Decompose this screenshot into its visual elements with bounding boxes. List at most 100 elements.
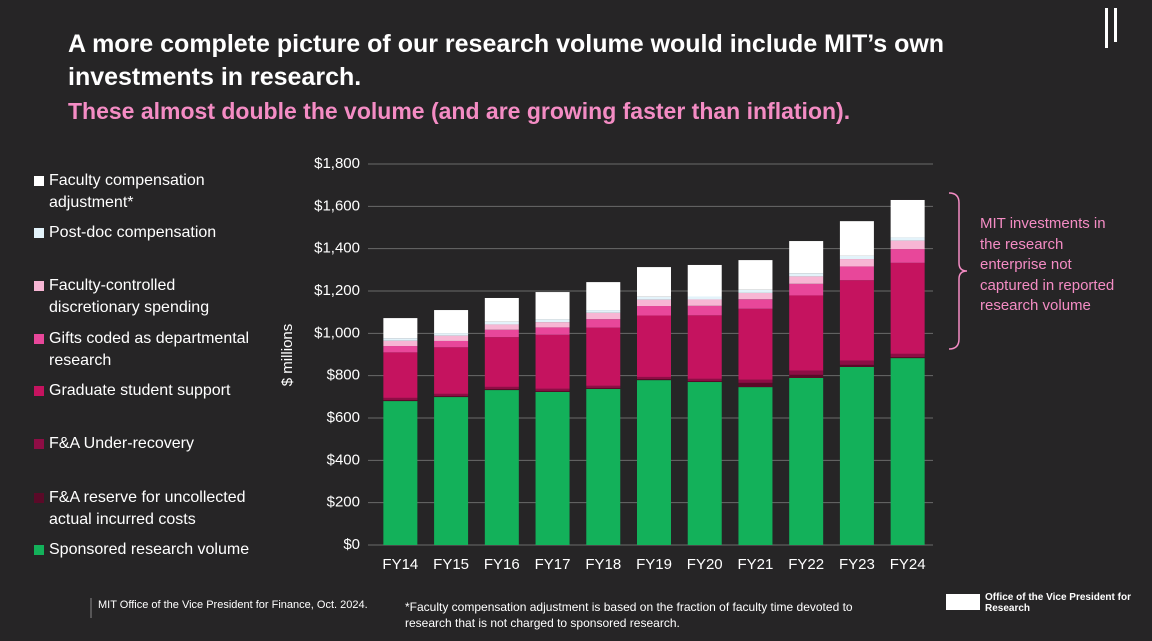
bar-segment bbox=[738, 382, 773, 388]
bar-segment bbox=[586, 310, 621, 313]
bar-segment bbox=[535, 292, 570, 320]
bar-segment bbox=[586, 327, 621, 386]
bar-segment bbox=[839, 255, 874, 260]
title: A more complete picture of our research … bbox=[68, 30, 945, 91]
legend-label: Sponsored research volume bbox=[49, 541, 250, 558]
y-tick-label: $1,000 bbox=[314, 324, 360, 341]
legend-label: F&A reserve for uncollected actual incur… bbox=[49, 489, 246, 528]
legend-item: Faculty compensation adjustment* bbox=[34, 170, 266, 214]
legend-swatch bbox=[34, 334, 44, 344]
legend-label: Graduate student support bbox=[49, 382, 231, 399]
bar-segment bbox=[789, 276, 824, 284]
x-tick-label: FY16 bbox=[484, 556, 520, 573]
bar-segment bbox=[484, 324, 519, 330]
x-tick-label: FY15 bbox=[433, 556, 469, 573]
bar-segment bbox=[687, 380, 722, 383]
bar-segment bbox=[586, 319, 621, 328]
bar-segment bbox=[738, 289, 773, 293]
y-tick-label: $1,400 bbox=[314, 240, 360, 257]
brace bbox=[948, 192, 968, 350]
y-tick-label: $1,200 bbox=[314, 282, 360, 299]
legend-label: Post-doc compensation bbox=[49, 224, 217, 241]
bar-segment bbox=[839, 221, 874, 256]
legend-item: Sponsored research volume bbox=[34, 539, 266, 561]
bar-segment bbox=[434, 393, 469, 396]
legend-item: Graduate student support bbox=[34, 380, 266, 402]
legend-item: Post-doc compensation bbox=[34, 222, 266, 244]
bar-segment bbox=[789, 273, 824, 277]
bar-segment bbox=[890, 357, 925, 359]
bar-segment bbox=[535, 334, 570, 389]
logo-mark bbox=[946, 594, 980, 610]
bar-segment bbox=[484, 390, 519, 545]
legend-swatch bbox=[34, 545, 44, 555]
bar-segment bbox=[890, 262, 925, 354]
bar-segment bbox=[890, 249, 925, 263]
bar-segment bbox=[687, 299, 722, 306]
bar-segment bbox=[434, 397, 469, 545]
bar-segment bbox=[535, 319, 570, 323]
y-tick-label: $800 bbox=[327, 367, 360, 384]
bar-segment bbox=[434, 395, 469, 398]
bar-segment bbox=[637, 299, 671, 307]
bar-segment bbox=[484, 321, 519, 325]
bar-segment bbox=[535, 327, 570, 335]
bar-segment bbox=[434, 335, 469, 341]
legend-swatch bbox=[34, 228, 44, 238]
bar-segment bbox=[738, 308, 773, 380]
x-tick-label: FY17 bbox=[535, 556, 571, 573]
bar-segment bbox=[890, 358, 925, 545]
y-tick-label: $400 bbox=[327, 451, 360, 468]
bar-segment bbox=[484, 389, 519, 391]
bar-segment bbox=[839, 266, 874, 281]
bar-segment bbox=[687, 382, 722, 545]
legend-item: Faculty-controlled discretionary spendin… bbox=[34, 275, 266, 319]
bar-segment bbox=[687, 315, 722, 379]
legend-swatch bbox=[34, 439, 44, 449]
bar-segment bbox=[383, 318, 418, 339]
bar-segment bbox=[383, 397, 418, 401]
bar-segment bbox=[789, 374, 824, 378]
legend-item: F&A Under-recovery bbox=[34, 433, 266, 455]
bar-segment bbox=[839, 360, 874, 365]
x-tick-label: FY19 bbox=[636, 556, 672, 573]
bar-segment bbox=[535, 388, 570, 391]
y-tick-label: $600 bbox=[327, 409, 360, 426]
bar-segment bbox=[738, 379, 773, 383]
source: MIT Office of the Vice President for Fin… bbox=[98, 599, 368, 611]
bar-segment bbox=[434, 333, 469, 336]
bar-segment bbox=[890, 237, 925, 241]
bar-segment bbox=[434, 340, 469, 348]
bar-segment bbox=[839, 259, 874, 267]
annotation: MIT investments in the research enterpri… bbox=[980, 215, 1115, 314]
bar-segment bbox=[738, 387, 773, 545]
subtitle: These almost double the volume (and are … bbox=[68, 98, 851, 124]
x-tick-label: FY23 bbox=[839, 556, 875, 573]
legend-item: Gifts coded as departmental research bbox=[34, 328, 266, 372]
bar-segment bbox=[484, 297, 519, 322]
bar-segment bbox=[535, 390, 570, 392]
bar-segment bbox=[383, 340, 418, 347]
legend-swatch bbox=[34, 281, 44, 291]
x-tick-label: FY21 bbox=[738, 556, 774, 573]
bar-segment bbox=[637, 380, 671, 545]
bar-segment bbox=[637, 306, 671, 316]
legend-item: F&A reserve for uncollected actual incur… bbox=[34, 487, 266, 531]
bar-segment bbox=[586, 282, 621, 311]
legend-label: Gifts coded as departmental research bbox=[49, 330, 250, 369]
logo-bar bbox=[1105, 8, 1108, 48]
bar-segment bbox=[839, 364, 874, 367]
bar-segment bbox=[383, 338, 418, 341]
x-tick-label: FY22 bbox=[788, 556, 824, 573]
bar-segment bbox=[586, 389, 621, 545]
bar-segment bbox=[789, 377, 824, 545]
x-tick-label: FY20 bbox=[687, 556, 723, 573]
bar-segment bbox=[687, 264, 722, 297]
x-tick-label: FY14 bbox=[382, 556, 418, 573]
legend-swatch bbox=[34, 493, 44, 503]
legend-label: Faculty compensation adjustment* bbox=[49, 172, 205, 211]
y-tick-label: $0 bbox=[343, 536, 360, 553]
bar-segment bbox=[789, 295, 824, 371]
bar-segment bbox=[687, 296, 722, 300]
